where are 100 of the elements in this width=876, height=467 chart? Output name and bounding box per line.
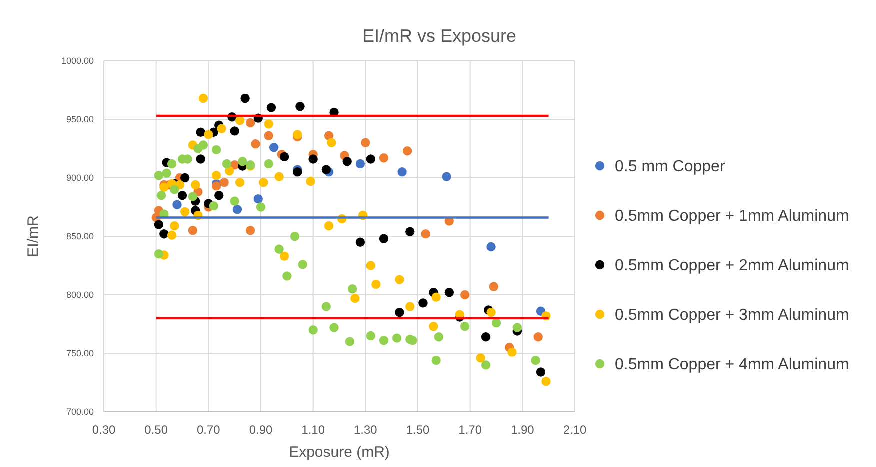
- point: [421, 230, 430, 239]
- point: [308, 326, 318, 335]
- point: [167, 230, 177, 240]
- point: [476, 354, 486, 363]
- point: [280, 152, 290, 162]
- point: [342, 157, 352, 166]
- legend-label: 0.5mm Copper + 2mm Aluminum: [615, 258, 850, 275]
- point: [432, 292, 441, 302]
- x-axis-title: Exposure (mR): [289, 444, 390, 461]
- point: [274, 172, 284, 182]
- y-tick-label: 850.00: [66, 232, 94, 242]
- point: [322, 165, 332, 174]
- legend-label: 0.5 mm Copper: [615, 158, 726, 176]
- point: [298, 260, 308, 270]
- x-tick-label: 1.30: [354, 423, 378, 437]
- point: [308, 154, 318, 164]
- point: [254, 194, 263, 204]
- x-tick-label: 2.10: [563, 423, 587, 437]
- point: [230, 196, 240, 206]
- point: [296, 102, 305, 112]
- point: [379, 154, 389, 163]
- point: [222, 159, 232, 169]
- point: [531, 356, 540, 366]
- point: [180, 173, 190, 183]
- point: [251, 139, 260, 149]
- point: [264, 131, 274, 140]
- point: [486, 242, 496, 252]
- point: [190, 180, 200, 190]
- y-axis-title: EI/mR: [25, 216, 42, 258]
- x-tick-label: 0.90: [249, 423, 273, 437]
- point: [156, 190, 166, 200]
- point: [214, 190, 224, 200]
- point: [172, 200, 182, 210]
- point: [160, 230, 169, 239]
- point: [235, 178, 245, 188]
- x-tick-label: 1.10: [302, 423, 326, 437]
- point: [162, 168, 172, 178]
- point: [356, 159, 366, 169]
- point: [402, 146, 412, 156]
- point: [293, 130, 302, 140]
- point: [280, 252, 290, 261]
- x-tick-label: 1.90: [510, 423, 535, 437]
- point: [180, 207, 190, 217]
- point: [198, 140, 208, 150]
- point: [230, 126, 240, 136]
- point: [167, 159, 177, 169]
- point: [361, 138, 370, 148]
- point: [398, 168, 407, 177]
- point: [217, 124, 226, 134]
- point: [444, 288, 454, 298]
- y-tick-label: 750.00: [66, 348, 94, 359]
- point: [395, 308, 404, 318]
- point: [170, 221, 180, 231]
- point: [266, 103, 276, 112]
- point: [366, 154, 376, 164]
- point: [406, 302, 415, 312]
- x-tick-label: 0.70: [196, 423, 221, 437]
- point: [392, 334, 402, 343]
- point: [324, 221, 334, 231]
- x-tick-label: 0.50: [144, 423, 168, 437]
- point: [395, 275, 404, 284]
- point: [481, 332, 491, 342]
- point: [348, 284, 358, 294]
- point: [235, 116, 245, 126]
- point: [178, 190, 188, 200]
- point: [306, 176, 316, 186]
- point: [290, 232, 300, 242]
- point: [209, 201, 218, 211]
- point: [434, 332, 444, 342]
- point: [406, 227, 415, 236]
- point: [345, 337, 355, 346]
- point: [489, 282, 498, 292]
- point: [246, 226, 256, 236]
- point: [246, 118, 256, 128]
- point: [492, 318, 502, 328]
- point: [460, 322, 470, 332]
- y-tick-label: 700.00: [66, 407, 94, 418]
- point: [432, 356, 441, 366]
- point: [442, 172, 452, 182]
- x-tick-label: 1.70: [458, 423, 482, 437]
- point: [154, 171, 164, 180]
- point: [212, 171, 222, 180]
- point: [293, 168, 302, 177]
- point: [481, 360, 491, 370]
- point: [508, 348, 517, 357]
- point: [212, 182, 222, 191]
- x-tick-label: 1.50: [406, 423, 430, 437]
- point: [366, 331, 376, 341]
- point: [460, 290, 470, 300]
- point: [542, 376, 551, 386]
- legend-label: 0.5mm Copper + 3mm Aluminum: [615, 307, 850, 324]
- point: [324, 131, 334, 140]
- point: [512, 323, 522, 332]
- point: [418, 298, 428, 308]
- point: [256, 202, 266, 212]
- point: [322, 302, 332, 312]
- point: [327, 138, 336, 148]
- y-tick-label: 900.00: [66, 173, 94, 184]
- point: [220, 178, 229, 188]
- point: [536, 368, 546, 377]
